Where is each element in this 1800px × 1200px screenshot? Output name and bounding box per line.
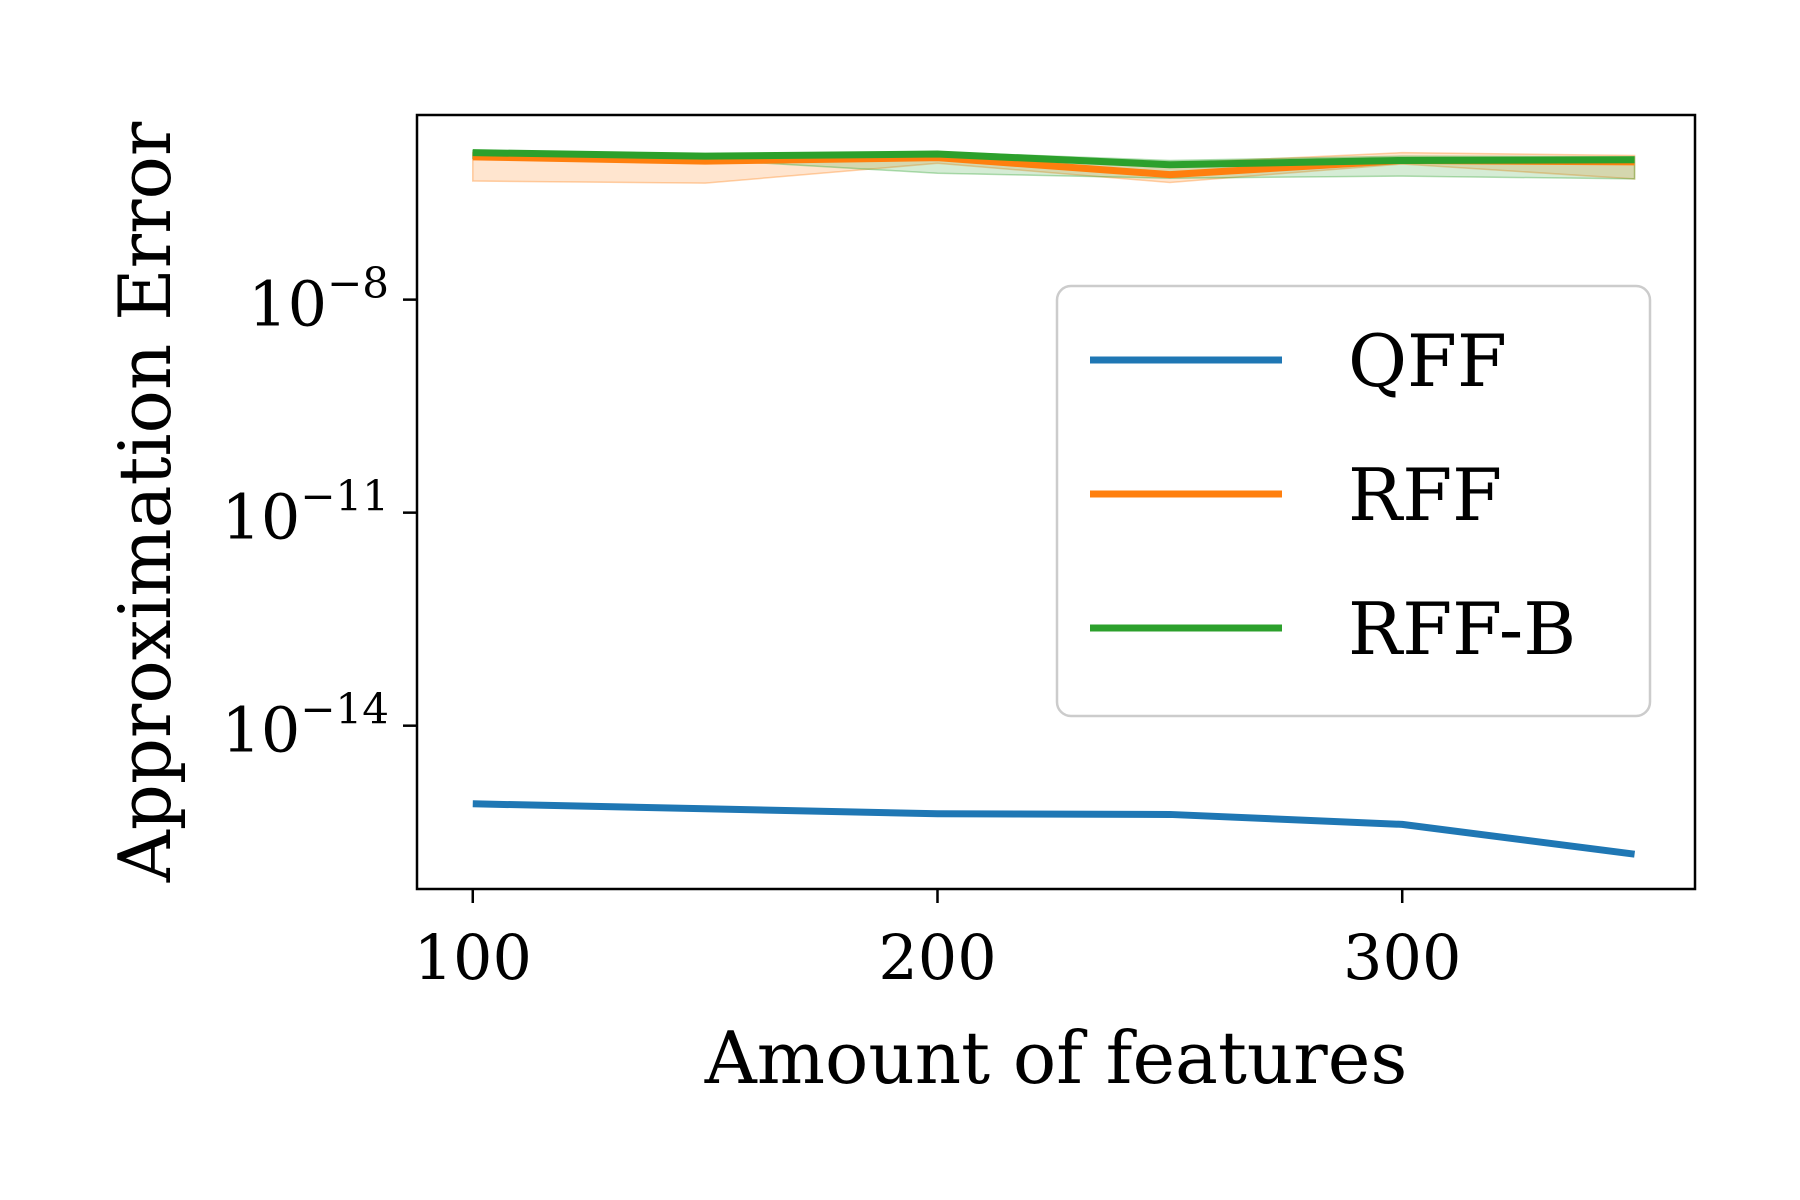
- series-lines: [472, 149, 1636, 858]
- plot-frame: [415, 113, 1697, 891]
- y-axis-ticks: 10−8 10−11 10−14: [221, 259, 417, 767]
- y-tick-label: 10−8: [248, 259, 389, 341]
- legend-label-rff: RFF: [1348, 453, 1502, 537]
- legend-label-qff: QFF: [1348, 319, 1507, 403]
- legend-label-rff-b: RFF-B: [1348, 587, 1576, 671]
- y-axis-label: Approximation Error: [103, 121, 187, 883]
- y-tick-label: 10−14: [221, 685, 389, 767]
- line-qff: [472, 800, 1636, 858]
- line-rff-b: [472, 149, 1635, 169]
- x-axis-ticks: 100 200 300: [414, 889, 1461, 994]
- y-tick-label: 10−11: [221, 472, 389, 554]
- x-tick-label: 200: [878, 921, 996, 994]
- legend: QFF RFF RFF-B: [1055, 284, 1652, 718]
- legend-box: [1055, 284, 1652, 718]
- x-tick-label: 100: [414, 921, 532, 994]
- x-tick-label: 300: [1343, 921, 1461, 994]
- x-axis-label: Amount of features: [704, 1016, 1408, 1100]
